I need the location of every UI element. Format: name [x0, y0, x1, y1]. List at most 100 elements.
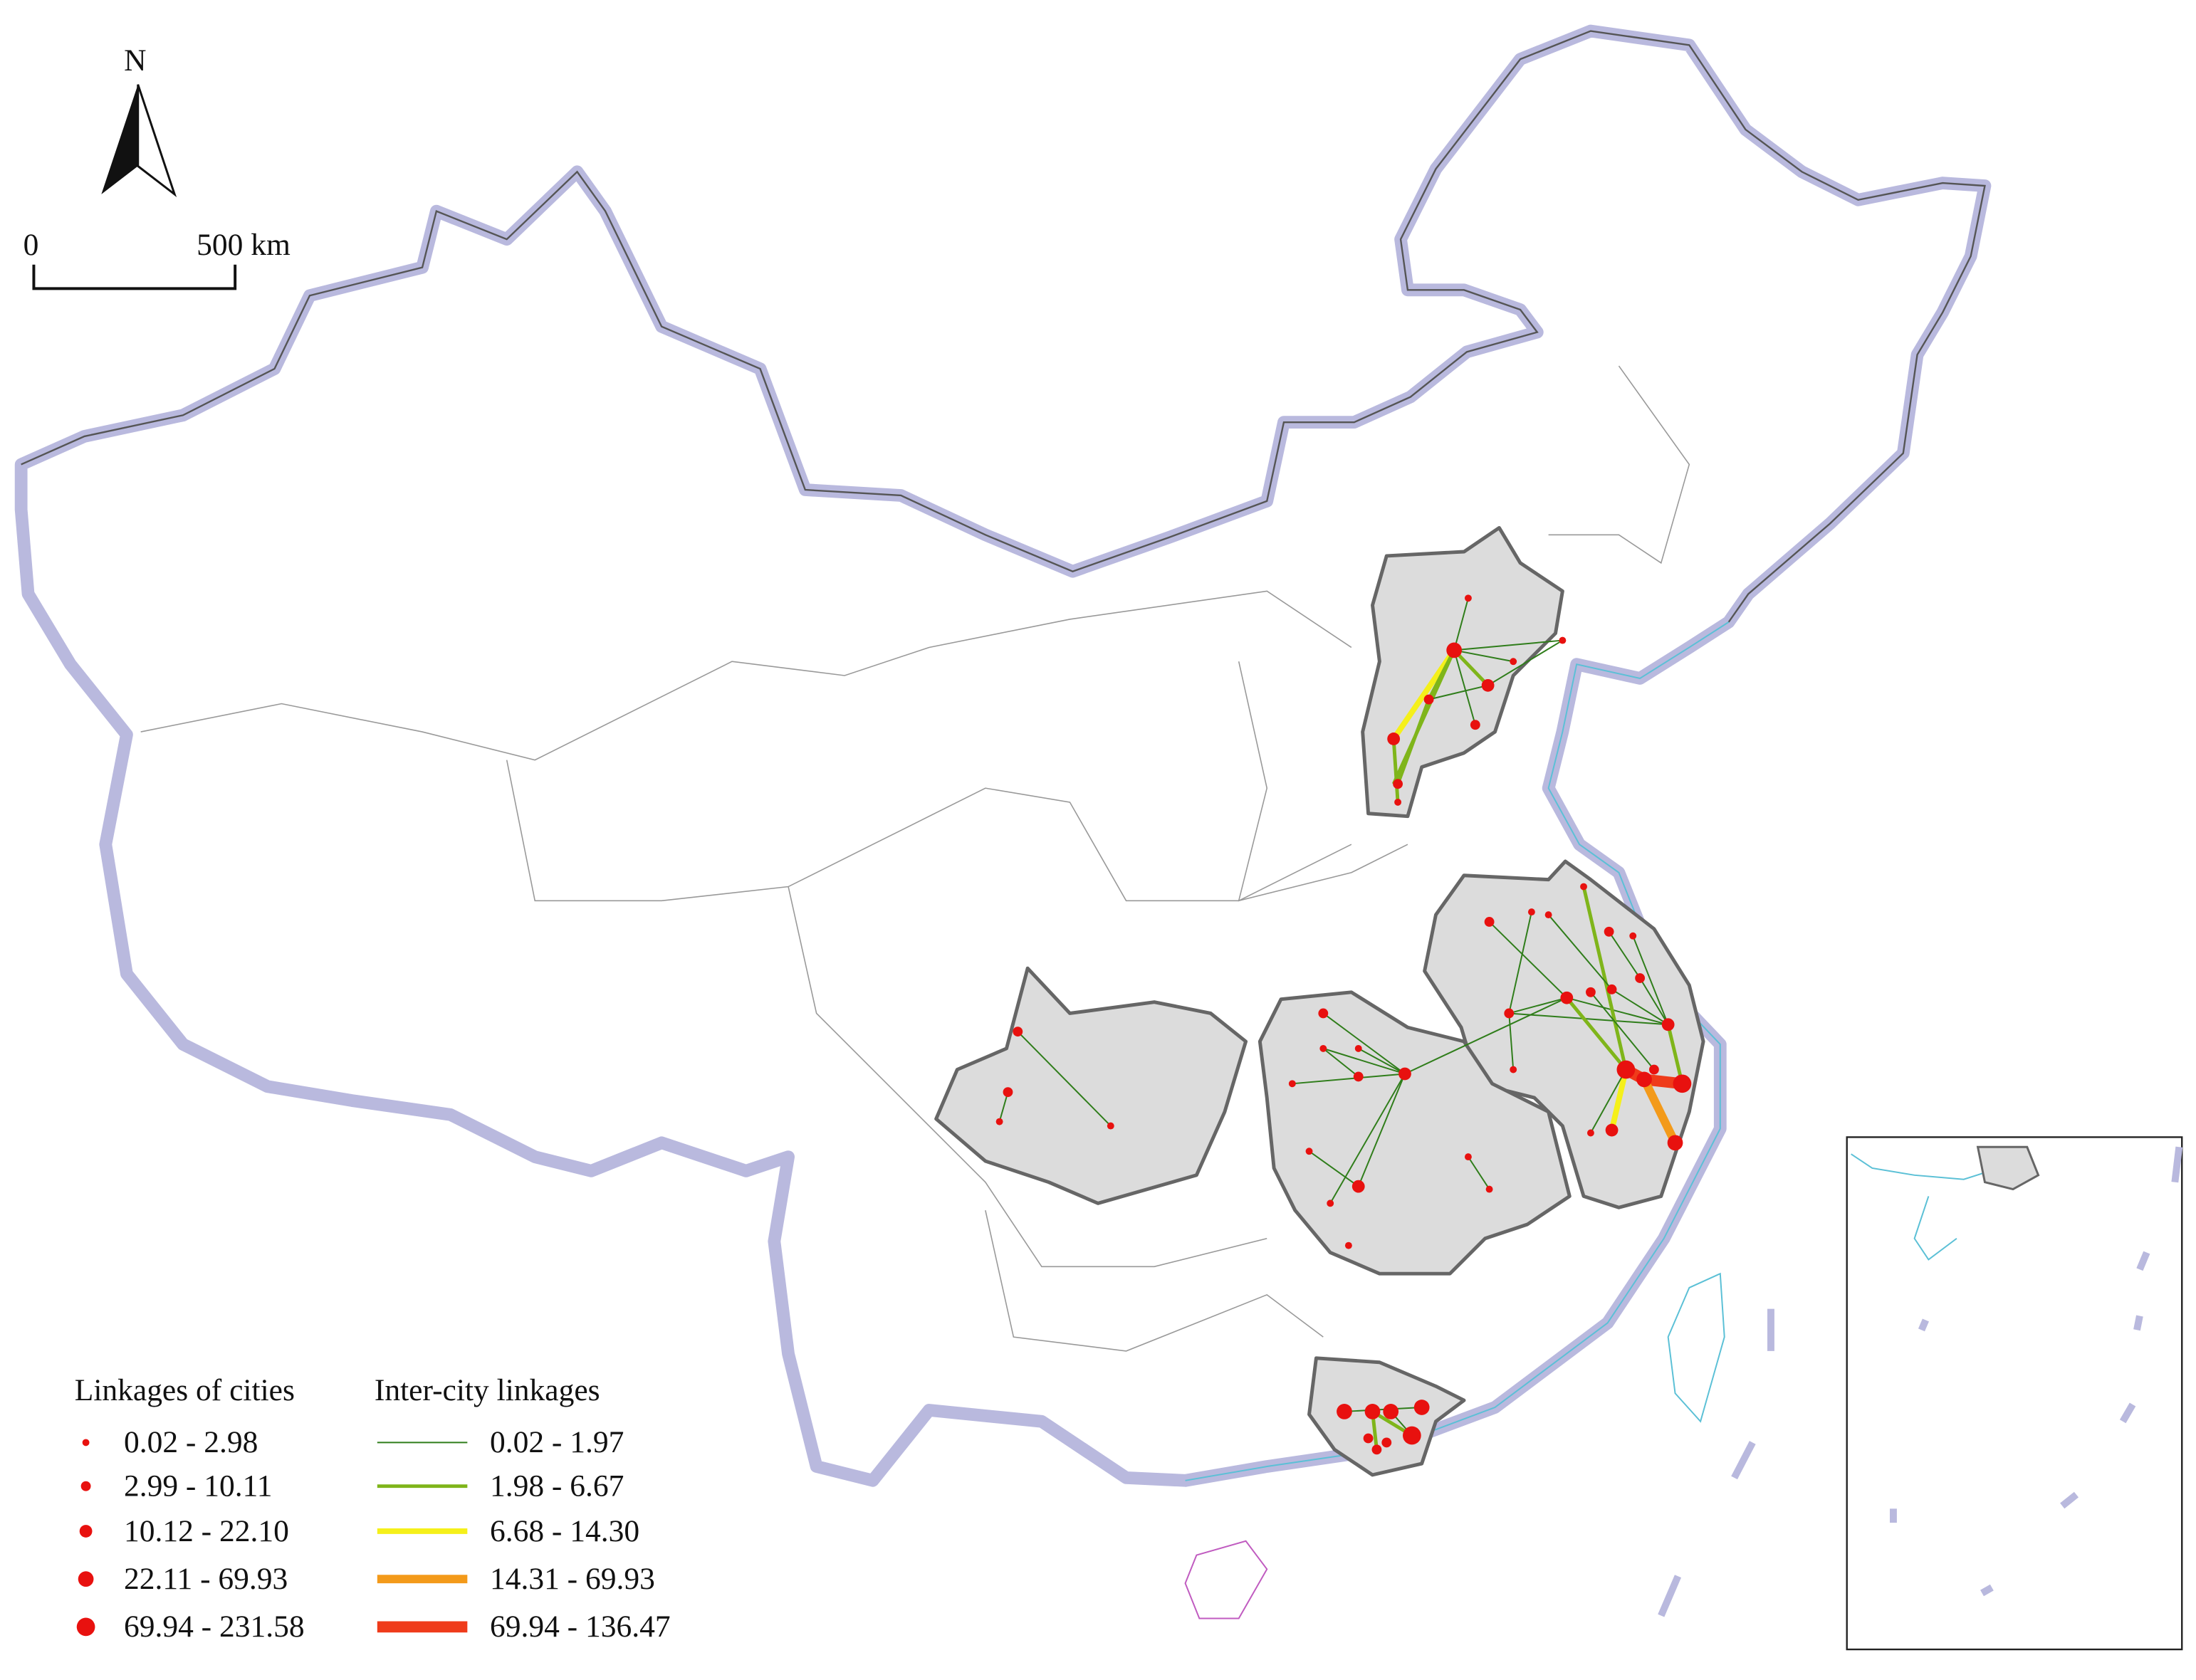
city: [1344, 1241, 1352, 1249]
city: [1636, 1071, 1652, 1088]
city: [1648, 1064, 1659, 1075]
city: [1383, 1404, 1399, 1419]
link: [1453, 649, 1514, 663]
link: [1488, 921, 1568, 999]
china-outline-inner: [21, 30, 1986, 623]
middle-yangtze: [1258, 990, 1572, 1276]
sea-dashes: [1658, 1308, 1774, 1617]
links: [998, 598, 1684, 1450]
city: [1527, 908, 1535, 916]
link: [1358, 1048, 1406, 1075]
city: [1318, 1008, 1329, 1019]
link: [1509, 997, 1567, 1014]
link: [1323, 1047, 1406, 1075]
inset-dashes: [1890, 1146, 2183, 1597]
city: [1371, 1444, 1382, 1455]
link: [1396, 698, 1431, 785]
city: [1667, 1135, 1683, 1151]
link: [1391, 649, 1457, 741]
link: [1632, 935, 1669, 1025]
link: [1508, 1013, 1515, 1070]
link: [1454, 639, 1563, 651]
city: [1387, 733, 1401, 745]
city: [1446, 642, 1463, 658]
city: [1393, 779, 1403, 789]
link: [1590, 992, 1655, 1071]
legend-link-label: 69.94 - 136.47: [490, 1610, 671, 1644]
study-regions: [934, 525, 1705, 1477]
city: [1288, 1080, 1296, 1088]
north-label: N: [124, 43, 146, 78]
link: [1666, 1024, 1684, 1084]
link: [1509, 1012, 1668, 1026]
legend: Linkages of cities Inter-city linkages 0…: [75, 1373, 671, 1644]
city: [1107, 1122, 1114, 1130]
link: [1581, 886, 1628, 1071]
city: [1464, 594, 1472, 602]
city: [1586, 987, 1596, 997]
inset: [1846, 1136, 2183, 1651]
link: [1357, 1073, 1406, 1187]
city: [1559, 636, 1567, 644]
legend-link-label: 1.98 - 6.67: [490, 1469, 624, 1503]
city: [1586, 1129, 1594, 1137]
link: [998, 1091, 1009, 1122]
city: [1351, 1180, 1365, 1193]
city: [995, 1118, 1003, 1125]
hainan: [1184, 1540, 1268, 1619]
city: [1560, 991, 1574, 1004]
link: [1453, 650, 1476, 725]
legend-city-symbol: [79, 1525, 93, 1538]
link: [1391, 738, 1400, 803]
city: [1337, 1404, 1352, 1419]
taiwan: [1667, 1272, 1725, 1423]
link: [1344, 1407, 1422, 1412]
city: [1605, 1123, 1619, 1137]
link: [1468, 1156, 1490, 1190]
city: [1364, 1404, 1381, 1419]
link: [1608, 931, 1641, 979]
link: [1329, 1073, 1406, 1204]
city: [1363, 1433, 1374, 1444]
link: [1590, 1069, 1627, 1133]
link: [1609, 1069, 1629, 1131]
link: [1017, 1031, 1112, 1127]
city: [1354, 1044, 1362, 1052]
north-arrow: N: [101, 43, 177, 198]
city: [1470, 720, 1480, 730]
city: [1423, 694, 1434, 705]
scale-bar: 0 500 km: [23, 228, 291, 290]
link: [1453, 598, 1469, 651]
city: [1413, 1400, 1430, 1415]
link: [1508, 911, 1532, 1014]
city: [1484, 917, 1495, 927]
scale-end: 500 km: [197, 228, 291, 262]
city: [1604, 926, 1614, 937]
legend-title-cities: Linkages of cities: [75, 1373, 295, 1407]
link: [1322, 1048, 1359, 1078]
city: [1510, 1066, 1517, 1073]
link: [1640, 1077, 1679, 1145]
legend-city-label: 22.11 - 69.93: [124, 1562, 288, 1596]
city: [1398, 1067, 1411, 1081]
city: [1381, 1437, 1392, 1448]
legend-city-symbol: [82, 1439, 90, 1447]
city: [1485, 1185, 1493, 1193]
legend-city-label: 10.12 - 22.10: [124, 1514, 289, 1548]
link: [1404, 997, 1567, 1075]
province-borders: [140, 365, 1690, 1352]
city: [1003, 1087, 1013, 1098]
legend-city-symbol: [80, 1481, 91, 1491]
link: [1487, 639, 1563, 686]
yangtze-delta: [1423, 859, 1705, 1209]
legend-link-label: 6.68 - 14.30: [490, 1514, 639, 1548]
city: [1327, 1199, 1334, 1207]
link: [1639, 977, 1669, 1025]
city: [1403, 1426, 1421, 1445]
legend-link-label: 0.02 - 1.97: [490, 1425, 624, 1459]
link: [1565, 997, 1628, 1071]
city: [1580, 883, 1587, 891]
legend-city-label: 2.99 - 10.11: [124, 1469, 273, 1503]
city: [1481, 678, 1495, 692]
